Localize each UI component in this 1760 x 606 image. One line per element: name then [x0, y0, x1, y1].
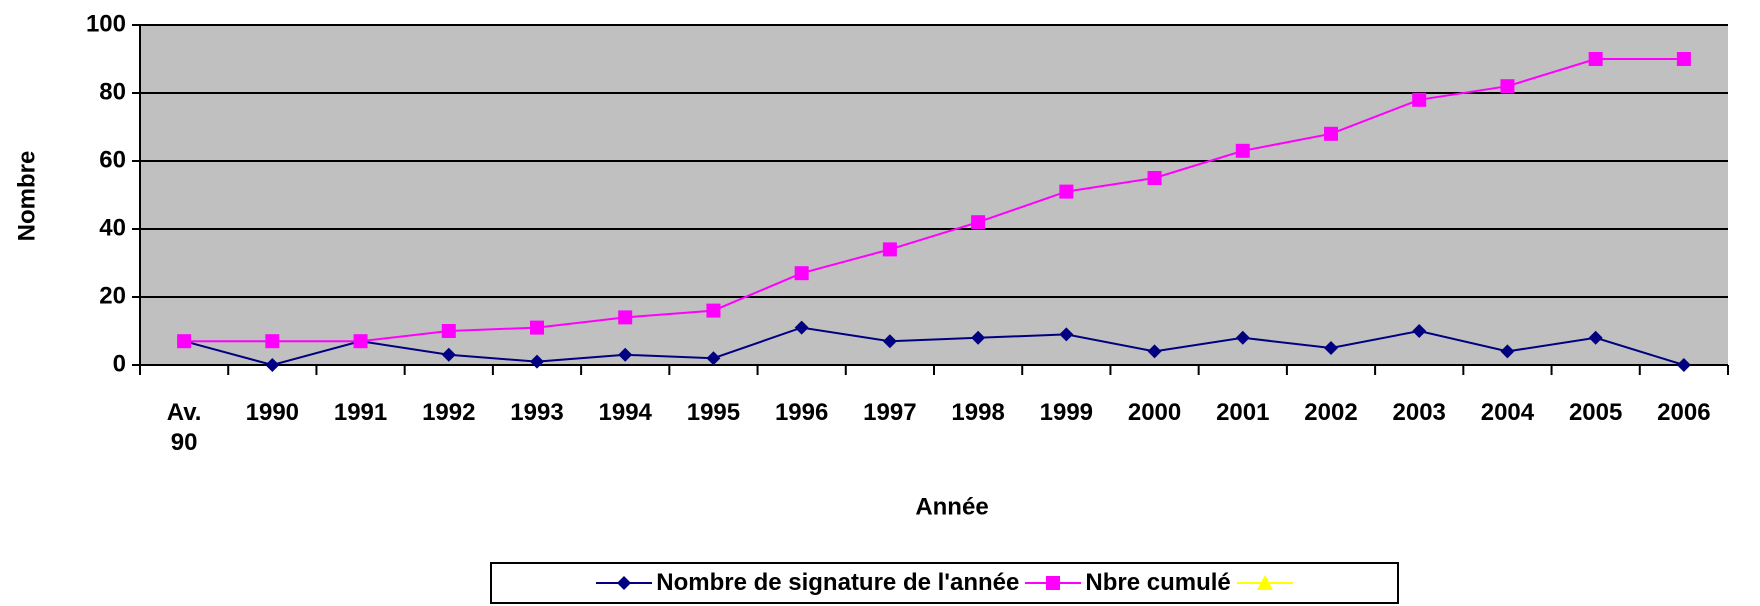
point	[1147, 171, 1162, 185]
point	[794, 320, 809, 335]
point	[618, 347, 633, 362]
point	[706, 351, 721, 366]
legend: Nombre de signature de l'année Nbre cumul…	[490, 562, 1399, 604]
point	[265, 334, 280, 349]
point	[441, 347, 456, 362]
x-tick-label: 2001	[1216, 399, 1270, 426]
legend-marker	[596, 576, 653, 590]
point	[1676, 358, 1691, 372]
point	[1235, 143, 1250, 158]
point	[1324, 341, 1338, 355]
point	[1500, 79, 1515, 94]
point	[971, 330, 986, 345]
legend-marker	[1236, 575, 1293, 590]
point	[882, 242, 897, 257]
point	[882, 334, 897, 349]
x-tick-label: 1990	[245, 399, 300, 426]
series-line	[184, 58, 1684, 343]
x-tick-label: 1991	[333, 399, 388, 426]
legend-label: Nombre de signature de l'année	[656, 569, 1020, 596]
point	[1412, 324, 1427, 338]
x-tick-label: 1995	[686, 399, 741, 426]
x-tick-label: 2002	[1304, 399, 1358, 426]
point	[971, 215, 986, 230]
series-line	[183, 326, 1685, 367]
legend-label: Nbre cumulé	[1085, 569, 1231, 596]
point	[1059, 327, 1074, 342]
y-tick-label: 0	[113, 350, 126, 377]
point	[1147, 344, 1162, 359]
legend-symbol	[617, 576, 632, 590]
x-tick-label: 1994	[598, 399, 652, 426]
x-tick-label: 1992	[422, 399, 476, 426]
point	[1412, 92, 1427, 107]
point	[1235, 330, 1250, 345]
legend-entry	[1236, 573, 1293, 593]
x-tick-label: 1999	[1039, 399, 1094, 426]
point	[1324, 126, 1338, 141]
x-tick-label: 2004	[1480, 399, 1535, 426]
legend-entry: Nbre cumulé	[1025, 569, 1231, 597]
x-tick-label: 2006	[1657, 399, 1711, 426]
x-tick-label: 2000	[1127, 399, 1182, 426]
legend-symbol	[1256, 575, 1273, 590]
point	[618, 310, 633, 325]
x-tick-label: 2003	[1392, 399, 1446, 426]
point	[706, 303, 721, 318]
point	[1676, 52, 1691, 66]
x-tick-label: Av. 90	[166, 399, 202, 456]
x-tick-label: 2005	[1568, 399, 1623, 426]
y-axis-label: Nombre	[13, 151, 40, 242]
y-tick-label: 100	[86, 10, 126, 37]
point	[1588, 330, 1603, 345]
legend-symbol	[1046, 576, 1061, 590]
x-tick-label: 1993	[510, 399, 564, 426]
point	[530, 320, 544, 335]
y-tick-label: 60	[99, 146, 126, 173]
plot-area	[140, 25, 1728, 365]
x-tick-label: 1997	[863, 399, 917, 426]
y-tick-label: 80	[99, 78, 126, 105]
legend-entry: Nombre de signature de l'année	[596, 569, 1019, 597]
point	[177, 334, 192, 349]
x-tick-label: 1998	[951, 399, 1005, 426]
point	[530, 354, 544, 369]
point	[794, 266, 809, 281]
y-tick-label: 20	[99, 282, 126, 309]
point	[353, 334, 368, 349]
point	[265, 358, 280, 372]
point	[1059, 184, 1074, 199]
point	[1588, 52, 1603, 66]
legend-marker	[1025, 576, 1082, 590]
y-tick-label: 40	[99, 214, 126, 241]
x-tick-label: 1996	[774, 399, 829, 426]
x-axis-label: Année	[915, 493, 988, 520]
point	[441, 324, 456, 338]
point	[1500, 344, 1515, 359]
